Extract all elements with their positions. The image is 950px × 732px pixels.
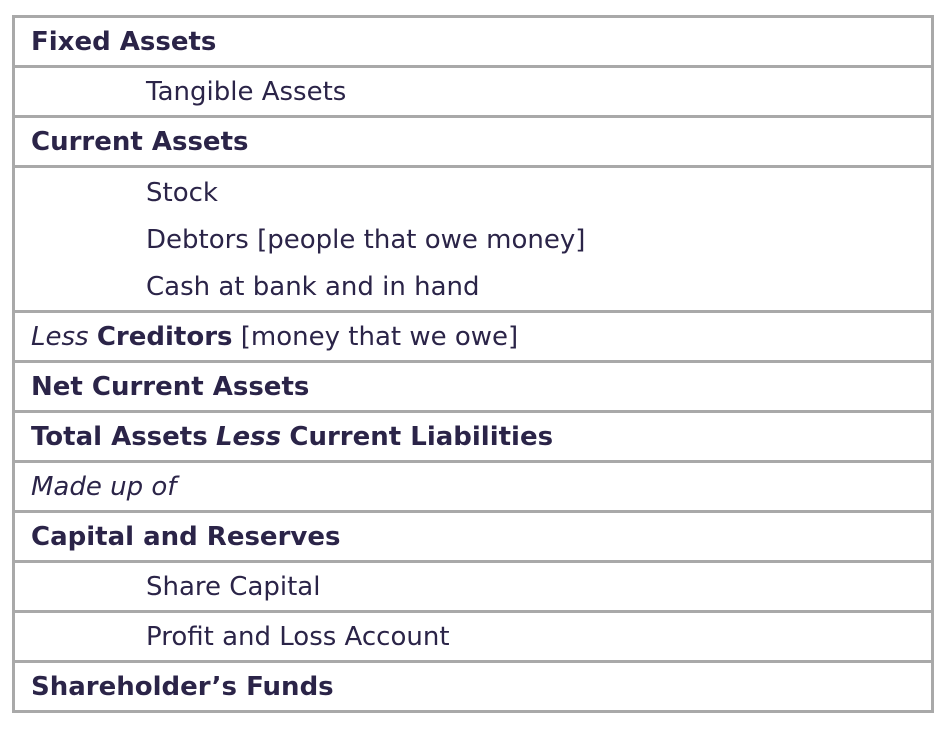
row-capital-and-reserves: Capital and Reserves	[15, 513, 931, 563]
item-share-capital: Share Capital	[146, 571, 321, 602]
heading-net-current-assets: Net Current Assets	[31, 371, 310, 402]
row-fixed-assets: Fixed Assets	[15, 18, 931, 68]
creditors-label: Creditors	[96, 321, 233, 352]
item-stock: Stock	[146, 178, 218, 209]
heading-capital-and-reserves: Capital and Reserves	[31, 521, 341, 552]
item-cash: Cash at bank and in hand	[146, 271, 480, 302]
row-less-creditors: Less Creditors [money that we owe]	[15, 313, 931, 363]
row-tangible-assets: Tangible Assets	[15, 68, 931, 118]
total-assets-label: Total Assets	[31, 421, 208, 452]
made-up-of-label: Made up of	[31, 471, 177, 502]
row-share-capital: Share Capital	[15, 563, 931, 613]
row-current-asset-items: Stock Debtors [people that owe money] Ca…	[15, 168, 931, 313]
less-label: Less	[31, 321, 89, 352]
item-tangible-assets: Tangible Assets	[146, 76, 347, 107]
heading-shareholders-funds: Shareholder’s Funds	[31, 671, 334, 702]
row-total-assets-less-liabilities: Total Assets Less Current Liabilities	[15, 413, 931, 463]
row-profit-and-loss: Profit and Loss Account	[15, 613, 931, 663]
creditors-note: [money that we owe]	[240, 321, 519, 352]
item-debtors: Debtors [people that owe money]	[146, 225, 586, 255]
less-label-2: Less	[215, 421, 282, 452]
heading-current-assets: Current Assets	[31, 126, 249, 157]
row-made-up-of: Made up of	[15, 463, 931, 513]
heading-fixed-assets: Fixed Assets	[31, 26, 217, 57]
row-net-current-assets: Net Current Assets	[15, 363, 931, 413]
item-profit-and-loss: Profit and Loss Account	[146, 621, 450, 652]
row-shareholders-funds: Shareholder’s Funds	[15, 663, 931, 713]
row-current-assets: Current Assets	[15, 118, 931, 168]
current-liabilities-label: Current Liabilities	[289, 421, 554, 452]
balance-sheet-table: Fixed Assets Tangible Assets Current Ass…	[12, 15, 934, 713]
